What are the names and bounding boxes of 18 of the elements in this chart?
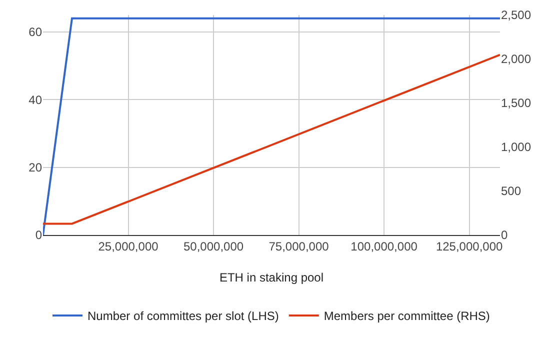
y-tick-label: 20 xyxy=(28,160,42,175)
x-tick-label: 75,000,000 xyxy=(268,239,330,254)
x-tick-label: 25,000,000 xyxy=(98,239,159,254)
x-tick-label: 100,000,000 xyxy=(350,239,418,254)
y2-tick-label: 1,500 xyxy=(501,96,532,110)
y-tick-label: 0 xyxy=(35,228,42,242)
y2-tick-label: 2,500 xyxy=(501,8,532,22)
x-tick-label: 125,000,000 xyxy=(436,239,503,254)
x-axis-title: ETH in staking pool xyxy=(219,270,324,284)
y2-tick-label: 2,000 xyxy=(501,52,532,66)
y2-tick-label: 1,000 xyxy=(501,140,532,154)
legend-label: Number of committes per slot (LHS) xyxy=(88,309,279,324)
y-tick-label: 40 xyxy=(28,92,42,107)
y2-tick-label: 0 xyxy=(501,228,508,242)
y-tick-label: 60 xyxy=(28,25,42,40)
x-tick-label: 50,000,000 xyxy=(183,239,244,254)
y2-tick-label: 500 xyxy=(501,184,522,198)
legend-label: Members per committee (RHS) xyxy=(324,309,490,324)
